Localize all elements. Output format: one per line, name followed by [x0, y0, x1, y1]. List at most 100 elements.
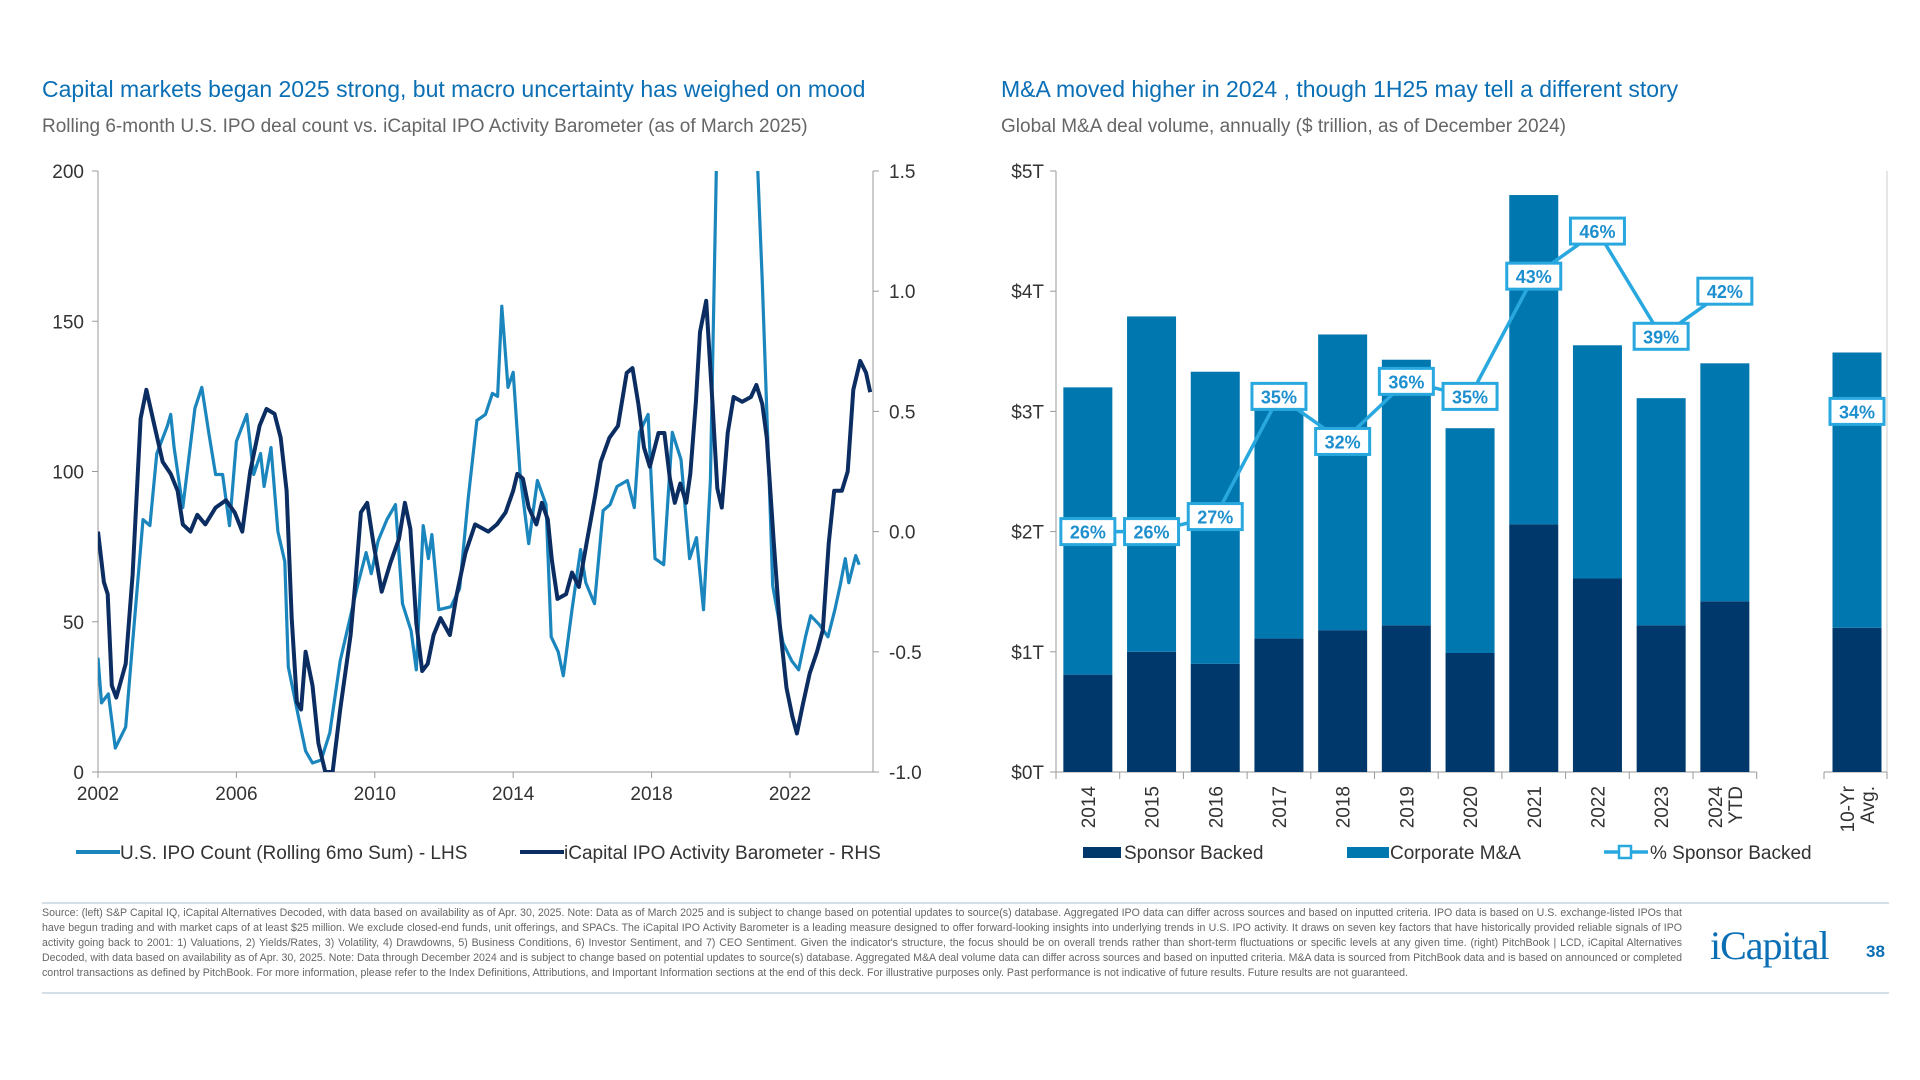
- x-tick-label: 2002: [77, 784, 119, 805]
- bar-corporate-ma: [1127, 316, 1177, 652]
- bar-corporate-ma: [1254, 408, 1304, 639]
- pct-data-label: 26%: [1070, 523, 1106, 543]
- y-tick-label-right: 0.0: [889, 523, 915, 544]
- icapital-logo: iCapital: [1710, 923, 1830, 968]
- legend-swatch-sponsor: [1083, 847, 1121, 858]
- bar-sponsor-backed: [1832, 627, 1882, 772]
- pct-data-label-box: [1441, 381, 1499, 411]
- legend-swatch-corporate: [1347, 847, 1389, 858]
- bar-sponsor-backed: [1700, 601, 1750, 772]
- x-tick-label-group: 10-Yr Avg.: [1838, 785, 1879, 832]
- x-tick-label: 2010: [354, 784, 396, 805]
- bar-sponsor-backed: [1254, 638, 1304, 772]
- page-number: 38: [1866, 942, 1885, 961]
- pct-data-label: 32%: [1325, 432, 1361, 452]
- y-tick-label: $1T: [1011, 643, 1044, 664]
- pct-data-label-box: [1505, 261, 1563, 291]
- y-tick-label-left: 50: [63, 613, 84, 634]
- bar-sponsor-backed: [1636, 625, 1686, 772]
- x-tick-label-group: 2014: [1079, 786, 1100, 829]
- y-tick-label-left: 100: [52, 463, 84, 484]
- x-tick-label-group: 2018: [1334, 786, 1355, 828]
- bar-corporate-ma: [1445, 428, 1495, 654]
- y-tick-label-right: 1.0: [889, 282, 915, 303]
- x-tick-label: 2018: [1334, 786, 1355, 828]
- x-tick-label-group: 2022: [1588, 786, 1609, 828]
- bar-corporate-ma: [1832, 352, 1882, 628]
- pct-data-label: 36%: [1388, 372, 1424, 392]
- x-tick-label-group: 2015: [1143, 786, 1164, 828]
- bar-sponsor-backed: [1318, 630, 1368, 772]
- left-chart-title: Capital markets began 2025 strong, but m…: [42, 76, 866, 102]
- pct-data-label-box: [1828, 396, 1886, 426]
- y-tick-label: $5T: [1011, 162, 1044, 183]
- pct-data-label: 35%: [1452, 387, 1488, 407]
- pct-data-label: 35%: [1261, 387, 1297, 407]
- footnote-divider-top: [42, 902, 1889, 904]
- x-tick-label: 2018: [630, 784, 672, 805]
- pct-data-label-box: [1377, 366, 1435, 396]
- x-tick-label: 2014: [1079, 786, 1100, 829]
- pct-data-label: 46%: [1579, 222, 1615, 242]
- y-tick-label-left: 0: [73, 763, 84, 784]
- x-tick-label-group: 2023: [1652, 786, 1673, 828]
- x-tick-label-group: 2016: [1206, 786, 1227, 828]
- pct-data-label: 27%: [1197, 508, 1233, 528]
- bar-sponsor-backed: [1381, 625, 1431, 772]
- pct-data-label-box: [1123, 517, 1181, 547]
- pct-data-label-box: [1696, 276, 1754, 306]
- pct-data-label-box: [1250, 381, 1308, 411]
- x-tick-label-group: 2017: [1270, 786, 1291, 828]
- bar-corporate-ma: [1636, 398, 1686, 626]
- pct-data-label-box: [1632, 321, 1690, 351]
- y-tick-label-left: 150: [52, 312, 84, 333]
- pct-data-label: 43%: [1516, 267, 1552, 287]
- right-chart-title: M&A moved higher in 2024 , though 1H25 m…: [1001, 76, 1679, 102]
- x-tick-label: 2016: [1206, 786, 1227, 828]
- x-tick-label: 2021: [1525, 786, 1546, 828]
- y-tick-label: $0T: [1011, 763, 1044, 784]
- x-tick-label: YTD: [1726, 786, 1747, 824]
- x-tick-label-group: 2024 YTD: [1706, 786, 1747, 829]
- x-tick-label: 2024: [1706, 786, 1727, 829]
- y-tick-label-right: -1.0: [889, 763, 922, 784]
- x-tick-label: 2015: [1143, 786, 1164, 828]
- bar-corporate-ma: [1509, 195, 1559, 525]
- x-tick-label: 2022: [769, 784, 811, 805]
- pct-data-label-box: [1568, 216, 1626, 246]
- bar-sponsor-backed: [1190, 663, 1240, 772]
- bar-corporate-ma: [1381, 359, 1431, 626]
- x-tick-label: 2019: [1397, 786, 1418, 828]
- y-tick-label-right: 0.5: [889, 402, 915, 423]
- x-tick-label: 2014: [492, 784, 535, 805]
- y-tick-label: $4T: [1011, 282, 1044, 303]
- pct-data-label: 34%: [1839, 402, 1875, 422]
- y-tick-label: $3T: [1011, 402, 1044, 423]
- bar-sponsor-backed: [1127, 651, 1177, 772]
- series-line-ipo-barometer: [98, 298, 873, 772]
- bar-sponsor-backed: [1509, 524, 1559, 772]
- bar-corporate-ma: [1318, 334, 1368, 631]
- y-tick-label: $2T: [1011, 523, 1044, 544]
- footnote-divider-bottom: [42, 992, 1889, 994]
- legend-label: Corporate M&A: [1390, 843, 1521, 864]
- pct-data-label: 26%: [1134, 523, 1170, 543]
- x-tick-label: 2017: [1270, 786, 1291, 828]
- y-tick-label-right: 1.5: [889, 162, 915, 183]
- bar-sponsor-backed: [1445, 653, 1495, 772]
- x-tick-label: 2023: [1652, 786, 1673, 828]
- x-tick-label: Avg.: [1858, 786, 1879, 824]
- legend-label: iCapital IPO Activity Barometer - RHS: [564, 843, 881, 864]
- pct-data-label-box: [1314, 426, 1372, 456]
- x-tick-label: 2020: [1461, 786, 1482, 828]
- pct-data-label-box: [1186, 502, 1244, 532]
- right-chart-subtitle: Global M&A deal volume, annually ($ tril…: [1001, 116, 1567, 137]
- x-tick-label: 10-Yr: [1838, 785, 1859, 832]
- bar-sponsor-backed: [1063, 674, 1113, 772]
- legend-label: U.S. IPO Count (Rolling 6mo Sum) - LHS: [120, 843, 467, 864]
- x-tick-label: 2006: [215, 784, 257, 805]
- x-tick-label-group: 2020: [1461, 786, 1482, 828]
- legend-label: % Sponsor Backed: [1650, 843, 1812, 864]
- bar-corporate-ma: [1700, 363, 1750, 602]
